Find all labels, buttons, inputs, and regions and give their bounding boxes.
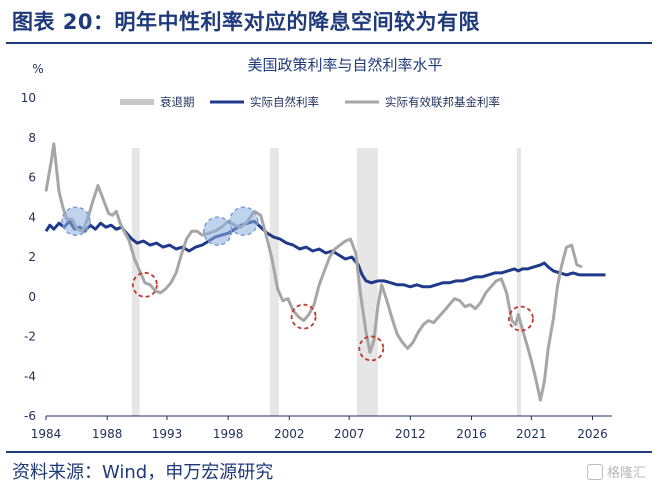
y-tick-label: 10 [21, 91, 36, 105]
chart-title: 美国政策利率与自然利率水平 [247, 56, 442, 74]
y-axis-unit: % [32, 62, 43, 76]
legend-fed-funds-rate-label: 实际有效联邦基金利率 [385, 95, 500, 109]
highlight-circle-blue [229, 206, 259, 236]
natural-rate-line [44, 219, 606, 289]
x-tick-label: 1988 [92, 427, 123, 441]
fed-funds-rate-line [44, 142, 583, 402]
highlight-circle-red [358, 335, 385, 362]
footer-divider [6, 451, 652, 453]
y-tick-label: 0 [28, 290, 36, 304]
x-tick-label: 1998 [213, 427, 244, 441]
highlight-circle-blue [203, 216, 233, 246]
x-tick-label: 2026 [577, 427, 608, 441]
watermark-text: 格隆汇 [606, 466, 646, 481]
x-tick-label: 2007 [334, 427, 365, 441]
x-tick-label: 1984 [31, 427, 62, 441]
page-title: 图表 20：明年中性利率对应的降息空间较为有限 [12, 10, 481, 34]
y-tick-label: -2 [24, 330, 36, 344]
y-tick-label: 8 [28, 131, 36, 145]
legend-natural-rate-label: 实际自然利率 [250, 95, 319, 109]
y-tick-label: 4 [28, 210, 36, 224]
y-tick-label: -6 [24, 409, 36, 423]
highlight-circle-red [508, 305, 534, 332]
highlight-circle-red [290, 303, 317, 330]
x-tick-label: 1993 [152, 427, 183, 441]
chart-canvas: 美国政策利率与自然利率水平 % 10 8 6 4 2 0 -2 -4 -6 1984 1988 199… [21, 56, 612, 441]
watermark-logo-icon [586, 463, 603, 480]
watermark: 格隆汇 [586, 462, 646, 481]
y-tick-label: -4 [24, 369, 36, 383]
x-tick-label: 2012 [395, 427, 426, 441]
legend-recession-label: 衰退期 [160, 95, 195, 109]
x-tick-label: 2021 [516, 427, 547, 441]
highlight-circle-blue [61, 206, 91, 236]
x-tick-label: 2016 [456, 427, 487, 441]
header-divider [6, 42, 652, 44]
recession-band [131, 148, 140, 416]
x-tick-label: 2002 [274, 427, 305, 441]
y-tick-label: 2 [28, 250, 36, 264]
highlight-circle-red [131, 271, 158, 298]
recession-band [517, 148, 522, 416]
recession-band [269, 148, 279, 416]
y-tick-label: 6 [28, 171, 36, 185]
source-note: 资料来源：Wind，申万宏源研究 [12, 462, 274, 483]
